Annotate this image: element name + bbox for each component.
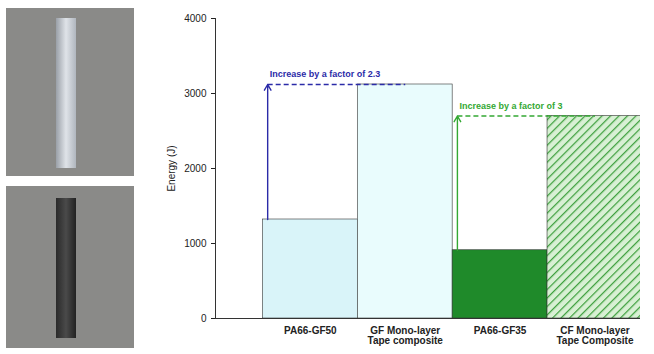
svg-text:GF Mono-layerTape composite: GF Mono-layerTape composite [368,325,444,346]
svg-text:4000: 4000 [184,13,207,24]
svg-text:CF Mono-layerTape Composite: CF Mono-layerTape Composite [556,325,633,346]
svg-text:PA66-GF35: PA66-GF35 [474,325,527,336]
svg-text:2000: 2000 [184,163,207,174]
svg-text:Increase by a factor of 2.3: Increase by a factor of 2.3 [270,69,381,79]
svg-text:3000: 3000 [184,88,207,99]
svg-text:1000: 1000 [184,238,207,249]
svg-text:Energy (J): Energy (J) [166,145,177,191]
svg-text:0: 0 [201,313,207,324]
svg-text:PA66-GF50: PA66-GF50 [284,325,337,336]
svg-text:Increase by a factor of 3: Increase by a factor of 3 [459,101,562,111]
